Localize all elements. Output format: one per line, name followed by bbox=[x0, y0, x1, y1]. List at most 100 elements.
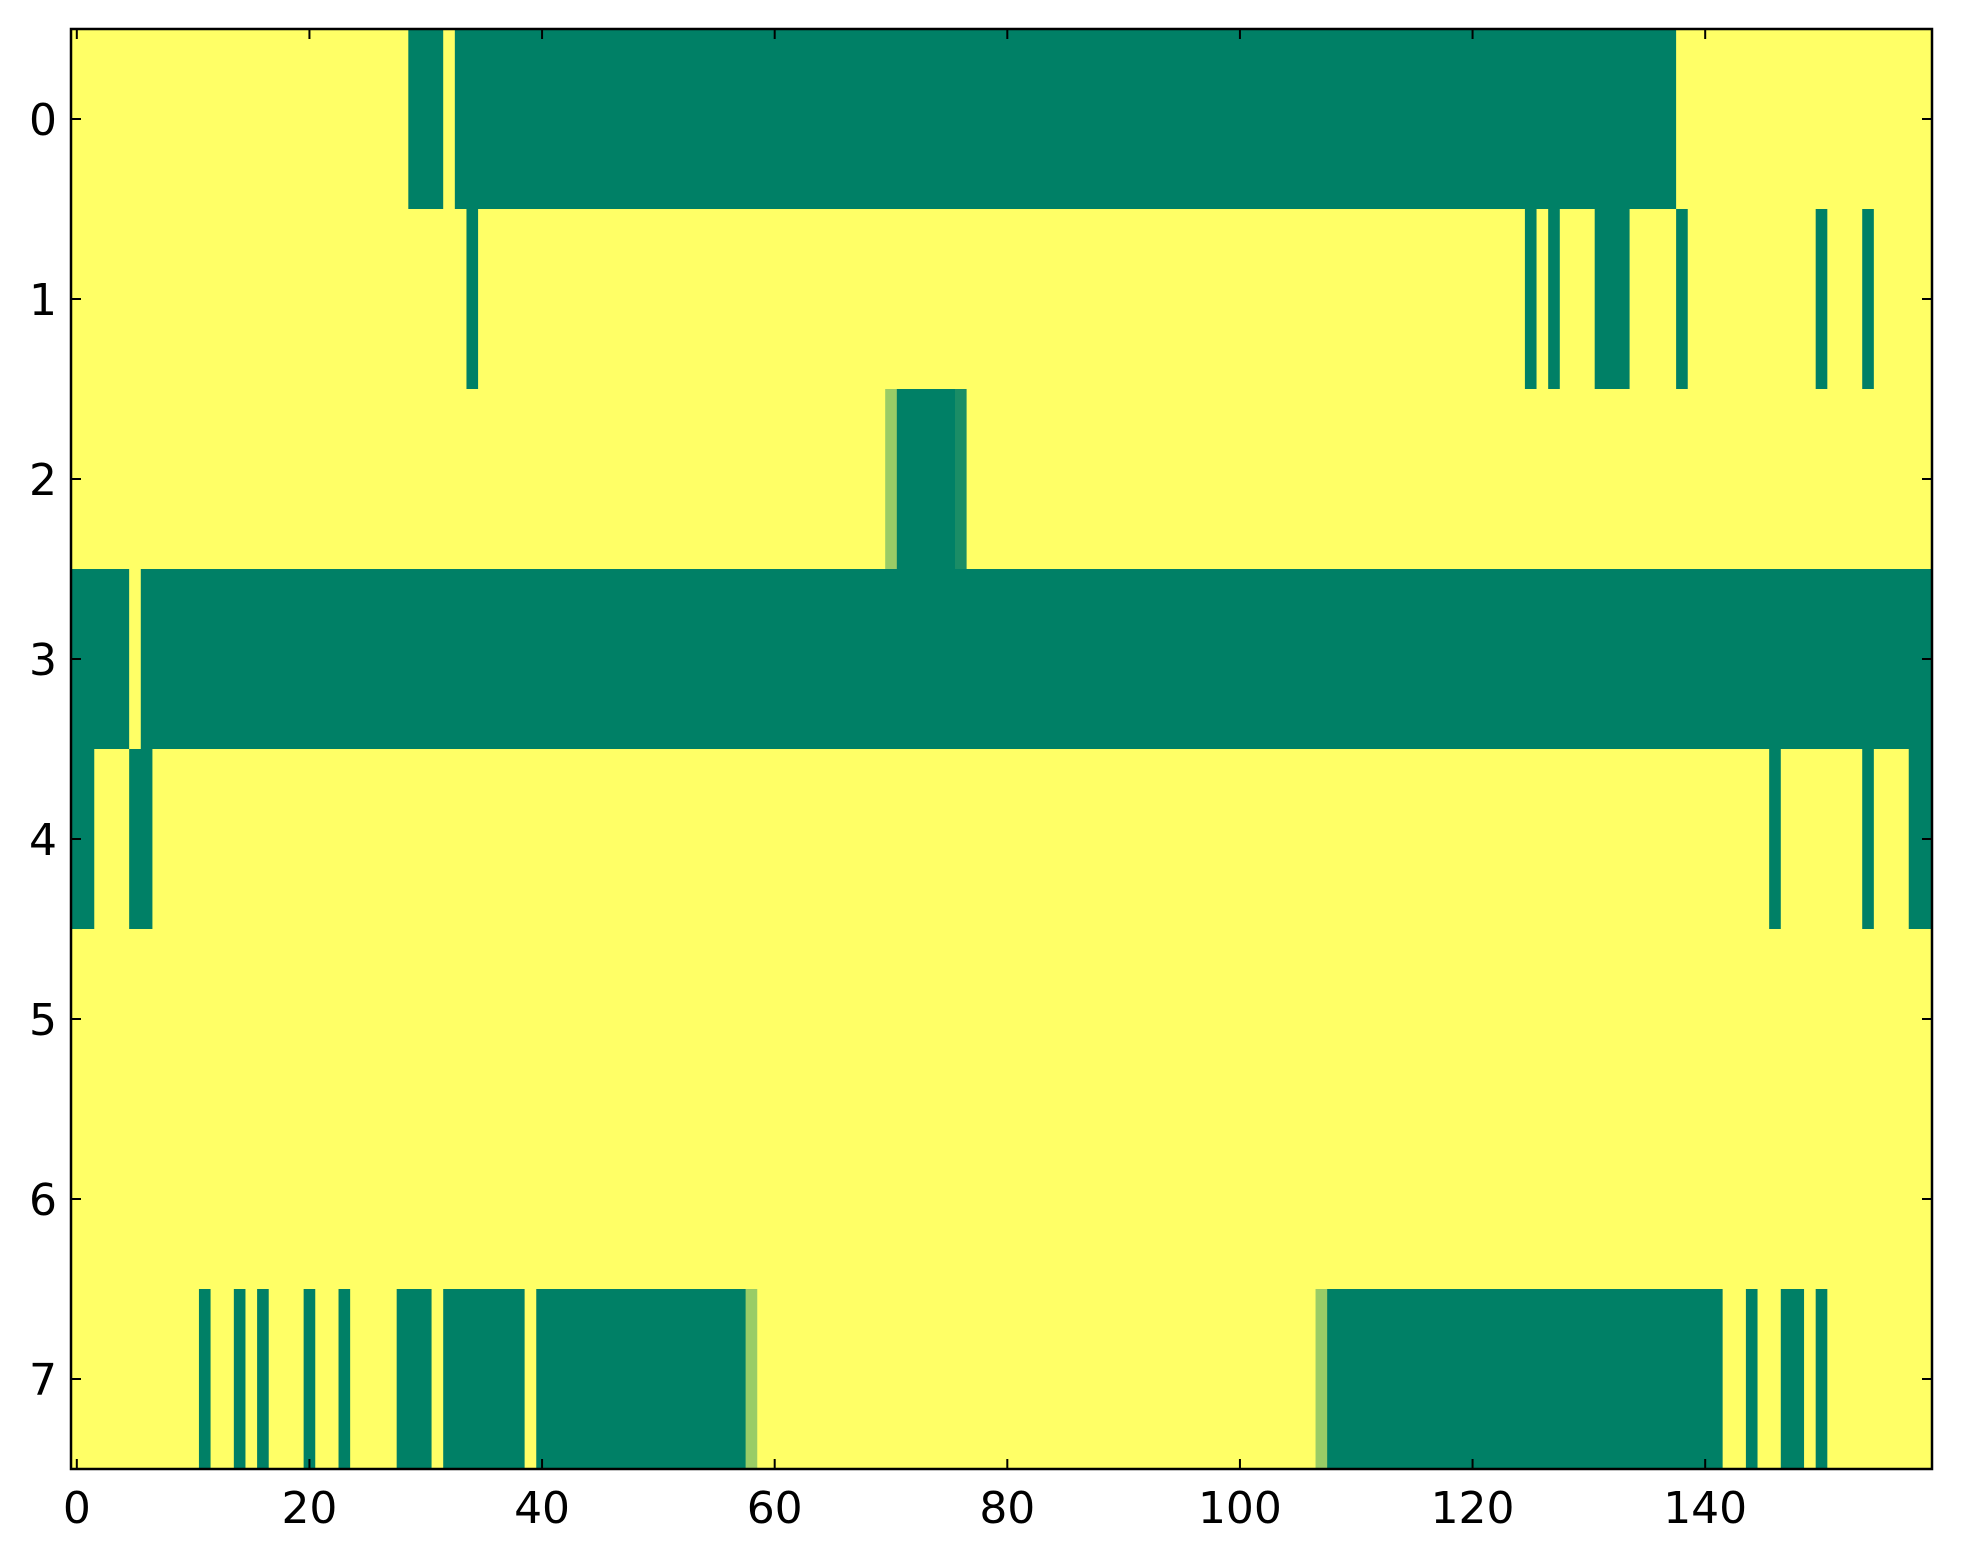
cell bbox=[861, 929, 875, 1110]
cell bbox=[978, 929, 991, 1110]
cell bbox=[140, 29, 154, 210]
cell bbox=[1652, 749, 1666, 930]
cell bbox=[1792, 389, 1805, 570]
cell bbox=[1699, 1289, 1712, 1470]
cell bbox=[687, 929, 700, 1110]
cell bbox=[291, 929, 305, 1110]
cell bbox=[559, 389, 572, 570]
cell bbox=[350, 929, 363, 1110]
cell bbox=[1164, 569, 1177, 750]
cell bbox=[175, 1289, 188, 1470]
cell bbox=[117, 1109, 130, 1290]
cell bbox=[82, 569, 95, 750]
cell bbox=[338, 389, 351, 570]
cell bbox=[187, 929, 200, 1110]
cell bbox=[1059, 1109, 1072, 1290]
cell bbox=[536, 1109, 549, 1290]
cell bbox=[1001, 569, 1014, 750]
cell bbox=[1908, 389, 1921, 570]
cell bbox=[1827, 1289, 1840, 1470]
cell bbox=[1269, 209, 1282, 390]
cell bbox=[105, 1289, 119, 1470]
cell bbox=[1071, 1109, 1084, 1290]
cell bbox=[1408, 1289, 1421, 1470]
cell bbox=[1385, 569, 1398, 750]
cell bbox=[431, 749, 444, 930]
cell bbox=[873, 209, 886, 390]
cell bbox=[280, 209, 293, 390]
cell bbox=[1571, 569, 1584, 750]
cell bbox=[1048, 1109, 1061, 1290]
cell bbox=[536, 929, 549, 1110]
cell bbox=[1769, 1289, 1782, 1470]
cell bbox=[1594, 1109, 1607, 1290]
cell bbox=[303, 1109, 316, 1290]
cell bbox=[850, 1289, 863, 1470]
cell bbox=[675, 1109, 689, 1290]
cell bbox=[1734, 1289, 1747, 1470]
cell bbox=[1013, 29, 1026, 210]
cell bbox=[1222, 929, 1235, 1110]
cell bbox=[268, 569, 281, 750]
cell bbox=[1536, 929, 1549, 1110]
cell bbox=[733, 389, 747, 570]
cell bbox=[792, 1109, 805, 1290]
cell bbox=[1594, 209, 1607, 390]
cell bbox=[745, 29, 758, 210]
cell bbox=[501, 29, 514, 210]
cell bbox=[675, 1289, 689, 1470]
cell bbox=[373, 569, 386, 750]
cell bbox=[1315, 389, 1328, 570]
cell bbox=[745, 1289, 758, 1470]
cell bbox=[1594, 389, 1607, 570]
cell bbox=[1676, 209, 1689, 390]
cell bbox=[187, 209, 200, 390]
cell bbox=[257, 569, 270, 750]
cell bbox=[1420, 929, 1433, 1110]
cell bbox=[920, 29, 933, 210]
cell bbox=[280, 29, 293, 210]
cell bbox=[385, 929, 398, 1110]
cell bbox=[326, 929, 340, 1110]
cell bbox=[315, 749, 328, 930]
cell bbox=[1745, 29, 1759, 210]
cell bbox=[408, 209, 421, 390]
cell bbox=[140, 749, 154, 930]
cell bbox=[443, 569, 456, 750]
cell bbox=[873, 1289, 886, 1470]
cell bbox=[1629, 209, 1642, 390]
cell bbox=[233, 749, 247, 930]
cell bbox=[1024, 1289, 1037, 1470]
cell bbox=[105, 389, 119, 570]
cell bbox=[361, 749, 375, 930]
cell bbox=[1490, 1289, 1503, 1470]
cell bbox=[1594, 929, 1607, 1110]
cell bbox=[1652, 29, 1666, 210]
cell bbox=[1373, 1289, 1386, 1470]
cell bbox=[431, 1289, 444, 1470]
cell bbox=[1513, 569, 1526, 750]
cell bbox=[989, 29, 1003, 210]
cell bbox=[1327, 209, 1340, 390]
cell bbox=[1245, 569, 1258, 750]
cell bbox=[1431, 389, 1445, 570]
cell bbox=[1862, 29, 1875, 210]
cell bbox=[1117, 389, 1131, 570]
cell bbox=[1106, 569, 1119, 750]
cell bbox=[1199, 929, 1212, 1110]
cell bbox=[989, 209, 1003, 390]
cell bbox=[1629, 929, 1642, 1110]
cell bbox=[233, 1109, 247, 1290]
cell bbox=[582, 209, 596, 390]
cell bbox=[722, 929, 735, 1110]
cell bbox=[245, 1289, 258, 1470]
cell bbox=[1082, 569, 1096, 750]
cell bbox=[1885, 929, 1898, 1110]
cell bbox=[896, 1289, 910, 1470]
cell bbox=[640, 929, 654, 1110]
cell bbox=[1780, 209, 1794, 390]
cell bbox=[1885, 1289, 1898, 1470]
cell bbox=[268, 929, 281, 1110]
cell bbox=[222, 929, 235, 1110]
cell bbox=[1385, 29, 1398, 210]
